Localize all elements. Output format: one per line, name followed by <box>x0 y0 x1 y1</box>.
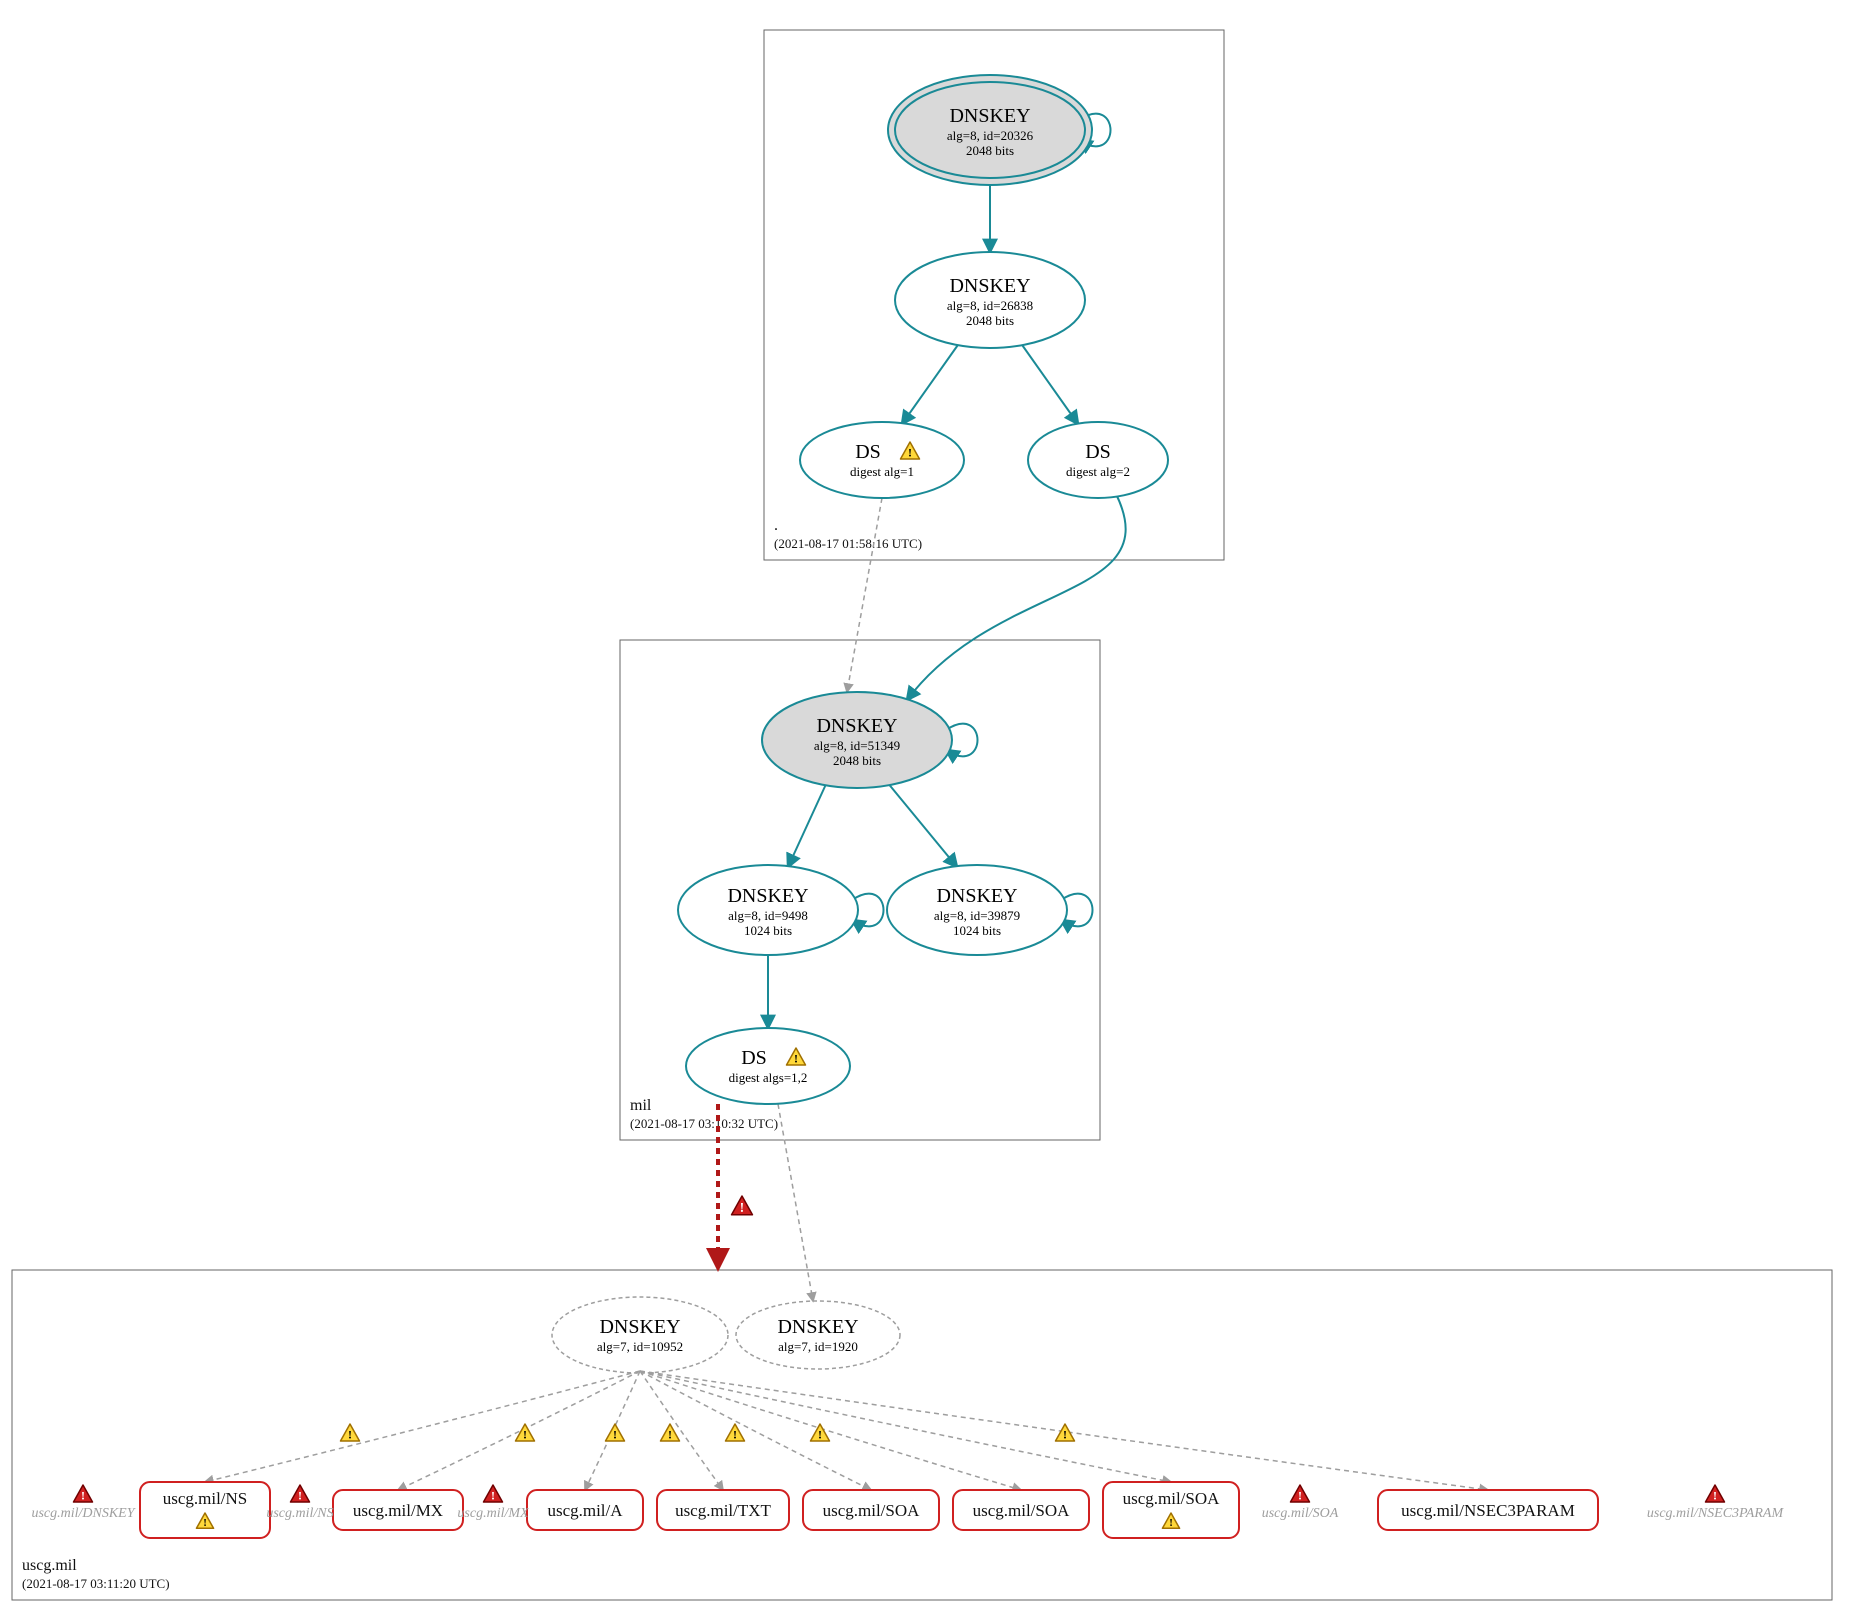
node-sub2: 2048 bits <box>833 753 881 768</box>
node-title: DS <box>1085 441 1111 463</box>
rr-label: uscg.mil/SOA <box>1123 1489 1221 1508</box>
warning-icon-glyph: ! <box>1063 1428 1067 1442</box>
zone-label-root: . <box>774 517 778 534</box>
node-title: DNSKEY <box>949 275 1030 297</box>
warning-icon-glyph: ! <box>523 1428 527 1442</box>
warning-icon-glyph: ! <box>203 1517 207 1529</box>
ghost-label: uscg.mil/NSEC3PARAM <box>1647 1506 1785 1521</box>
node-title: DNSKEY <box>936 885 1017 907</box>
node-sub1: alg=7, id=1920 <box>778 1339 858 1354</box>
node-title: DS <box>855 441 881 463</box>
warning-icon-glyph: ! <box>668 1428 672 1442</box>
error-icon-glyph: ! <box>1713 1489 1717 1503</box>
node-sub2: 1024 bits <box>744 923 792 938</box>
ghost-label: uscg.mil/DNSKEY <box>31 1506 136 1521</box>
node-sub1: alg=8, id=39879 <box>934 908 1020 923</box>
edge-dashed <box>640 1371 723 1490</box>
node-title: DNSKEY <box>777 1316 858 1338</box>
rr-label: uscg.mil/SOA <box>823 1501 921 1520</box>
node-sub2: 2048 bits <box>966 143 1014 158</box>
rr-label: uscg.mil/MX <box>353 1501 443 1520</box>
node-sub1: alg=8, id=26838 <box>947 298 1033 313</box>
node-sub2: 1024 bits <box>953 923 1001 938</box>
edge <box>902 342 960 424</box>
edge-dashed <box>640 1371 871 1490</box>
ghost-label: uscg.mil/SOA <box>1262 1506 1339 1521</box>
edge-dashed <box>778 1104 813 1301</box>
error-icon-glyph: ! <box>740 1200 744 1215</box>
node-title: DNSKEY <box>949 105 1030 127</box>
node-sub1: alg=7, id=10952 <box>597 1339 683 1354</box>
edge-dashed <box>398 1371 640 1490</box>
warning-icon-glyph: ! <box>1169 1517 1173 1529</box>
edge <box>1020 342 1078 424</box>
node-sub2: 2048 bits <box>966 313 1014 328</box>
edge <box>907 494 1126 700</box>
zone-time-mil: (2021-08-17 03:10:32 UTC) <box>630 1116 778 1131</box>
warning-icon-glyph: ! <box>818 1428 822 1442</box>
warning-icon-glyph: ! <box>348 1428 352 1442</box>
edge <box>788 782 827 867</box>
node-sub1: digest algs=1,2 <box>729 1070 808 1085</box>
node-sub1: alg=8, id=51349 <box>814 738 900 753</box>
node-title: DNSKEY <box>599 1316 680 1338</box>
rr-label: uscg.mil/TXT <box>675 1501 771 1520</box>
zone-label-mil: mil <box>630 1097 652 1114</box>
error-icon-glyph: ! <box>1298 1489 1302 1503</box>
node-sub1: alg=8, id=9498 <box>728 908 808 923</box>
zone-uscg <box>12 1270 1832 1600</box>
node-title: DS <box>741 1047 767 1069</box>
warning-icon-glyph: ! <box>908 446 912 460</box>
node-sub1: digest alg=1 <box>850 464 914 479</box>
zone-label-uscg: uscg.mil <box>22 1557 77 1574</box>
rr-label: uscg.mil/NSEC3PARAM <box>1401 1501 1575 1520</box>
node-sub1: digest alg=2 <box>1066 464 1130 479</box>
error-icon-glyph: ! <box>298 1489 302 1503</box>
warning-icon-glyph: ! <box>613 1428 617 1442</box>
node-sub1: alg=8, id=20326 <box>947 128 1034 143</box>
warning-icon-glyph: ! <box>733 1428 737 1442</box>
edge <box>887 782 957 867</box>
node-title: DNSKEY <box>727 885 808 907</box>
edge-dashed <box>205 1371 640 1482</box>
error-icon-glyph: ! <box>491 1489 495 1503</box>
warning-icon-glyph: ! <box>794 1052 798 1066</box>
error-icon-glyph: ! <box>81 1489 85 1503</box>
node-mil_ds <box>686 1028 850 1104</box>
edge-dashed <box>847 498 882 692</box>
zone-time-root: (2021-08-17 01:58:16 UTC) <box>774 536 922 551</box>
node-root_ds1 <box>800 422 964 498</box>
rr-label: uscg.mil/NS <box>163 1489 248 1508</box>
node-title: DNSKEY <box>816 715 897 737</box>
rr-label: uscg.mil/SOA <box>973 1501 1071 1520</box>
zone-time-uscg: (2021-08-17 03:11:20 UTC) <box>22 1576 170 1591</box>
edge-dashed <box>640 1371 1021 1490</box>
ghost-label: uscg.mil/NS <box>266 1506 333 1521</box>
dnssec-diagram: . (2021-08-17 01:58:16 UTC) mil (2021-08-17… <box>0 0 1851 1615</box>
edge-dashed <box>640 1371 1171 1482</box>
rr-label: uscg.mil/A <box>547 1501 623 1520</box>
ghost-label: uscg.mil/MX <box>457 1506 529 1521</box>
